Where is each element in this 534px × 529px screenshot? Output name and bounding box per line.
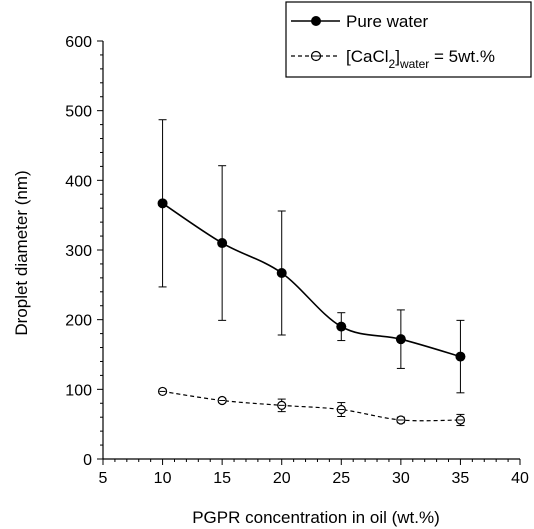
y-tick-label: 300 bbox=[65, 243, 92, 260]
y-tick-label: 400 bbox=[65, 173, 92, 190]
y-tick-label: 100 bbox=[65, 382, 92, 399]
x-tick-label: 40 bbox=[511, 470, 529, 487]
legend-label-1: Pure water bbox=[346, 12, 429, 31]
y-axis-title: Droplet diameter (nm) bbox=[12, 170, 31, 335]
series-line bbox=[162, 390, 461, 422]
x-tick-label: 20 bbox=[273, 470, 291, 487]
series-layer bbox=[157, 119, 466, 427]
y-tick-label: 200 bbox=[65, 313, 92, 330]
y-tick-label: 500 bbox=[65, 104, 92, 121]
x-tick-label: 30 bbox=[392, 470, 410, 487]
x-axis-title: PGPR concentration in oil (wt.%) bbox=[192, 508, 440, 527]
x-tick-label: 35 bbox=[452, 470, 470, 487]
data-point bbox=[395, 334, 406, 345]
series-line bbox=[162, 202, 461, 358]
x-tick-label: 25 bbox=[332, 470, 350, 487]
series-1 bbox=[157, 119, 466, 394]
x-tick-label: 5 bbox=[99, 470, 108, 487]
legend-box bbox=[285, 1, 532, 78]
legend-swatch-marker-1 bbox=[311, 16, 321, 26]
series-2 bbox=[157, 386, 466, 427]
data-point bbox=[157, 198, 168, 209]
x-tick-label: 15 bbox=[213, 470, 231, 487]
data-point bbox=[336, 321, 347, 332]
data-point bbox=[217, 238, 228, 249]
legend: Pure water [CaCl2]water = 5wt.% bbox=[285, 1, 532, 78]
y-tick-label: 0 bbox=[83, 452, 92, 469]
legend-label-2: [CaCl2]water = 5wt.% bbox=[346, 47, 495, 71]
y-tick-label: 600 bbox=[65, 34, 92, 51]
data-point bbox=[276, 267, 287, 278]
x-tick-label: 10 bbox=[154, 470, 172, 487]
data-point bbox=[455, 351, 466, 362]
